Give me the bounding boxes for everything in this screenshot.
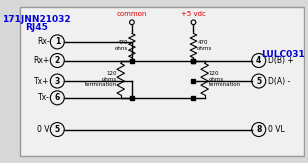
Text: 5: 5 bbox=[256, 77, 261, 86]
Text: 6: 6 bbox=[55, 93, 60, 102]
Text: D(A) -: D(A) - bbox=[268, 77, 290, 86]
Text: 0 V: 0 V bbox=[37, 125, 49, 134]
Text: 1: 1 bbox=[55, 37, 60, 46]
Text: Tx-: Tx- bbox=[38, 93, 49, 102]
Text: 120
ohms
termination: 120 ohms termination bbox=[85, 71, 117, 88]
Text: 470
ohns: 470 ohns bbox=[115, 40, 128, 51]
Text: Rx+: Rx+ bbox=[33, 56, 49, 65]
Text: 0 VL: 0 VL bbox=[268, 125, 284, 134]
Text: RJ45: RJ45 bbox=[25, 23, 48, 32]
Text: 120
ohms
termination: 120 ohms termination bbox=[209, 71, 241, 88]
Text: 5: 5 bbox=[55, 125, 60, 134]
Text: 2: 2 bbox=[55, 56, 60, 65]
Text: Rx-: Rx- bbox=[37, 37, 49, 46]
Text: LULC031: LULC031 bbox=[261, 50, 305, 59]
Text: 4: 4 bbox=[256, 56, 261, 65]
FancyBboxPatch shape bbox=[20, 7, 303, 156]
Text: 3: 3 bbox=[55, 77, 60, 86]
Text: common: common bbox=[117, 11, 147, 17]
Text: Tx+: Tx+ bbox=[34, 77, 49, 86]
Text: 470
ohms: 470 ohms bbox=[197, 40, 213, 51]
Text: D(B) +: D(B) + bbox=[268, 56, 293, 65]
Text: +5 vdc: +5 vdc bbox=[181, 11, 206, 17]
Text: 171JNN21032: 171JNN21032 bbox=[2, 15, 71, 24]
Text: 8: 8 bbox=[256, 125, 261, 134]
